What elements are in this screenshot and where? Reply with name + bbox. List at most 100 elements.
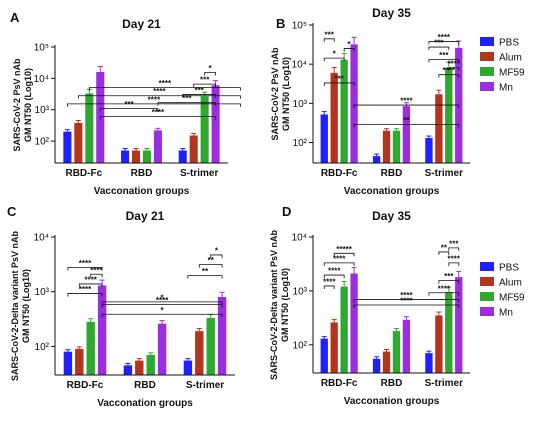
bar-mf59-rbd-fc — [85, 93, 94, 163]
y-axis-label: SARS-CoV-2 PsV nAb — [12, 58, 22, 152]
significance-label: *** — [200, 76, 210, 85]
significance-bracket — [67, 266, 103, 271]
y-tick-label: 10⁴ — [34, 233, 49, 244]
y-tick-label: 10³ — [293, 286, 308, 297]
significance-label: ***** — [336, 245, 352, 254]
bar-alum-s-trimer — [435, 94, 443, 163]
significance-bracket — [438, 280, 460, 284]
significance-label: * — [348, 40, 352, 49]
y-tick-label: 10⁴ — [292, 233, 307, 244]
bar-mn-rbd — [402, 319, 411, 373]
legend-label-pbs: PBS — [499, 38, 519, 49]
significance-bracket — [343, 48, 355, 52]
bar-alum-rbd — [131, 150, 141, 163]
y-axis-label: SARS-CoV-2 PsV nAb — [270, 47, 280, 141]
y-tick-label: 10³ — [35, 105, 50, 116]
significance-bracket — [101, 304, 223, 308]
significance-label: * — [209, 64, 213, 73]
bar-mf59-s-trimer — [445, 67, 453, 163]
legend-label-alum: Alum — [499, 53, 522, 64]
legend-label-pbs: PBS — [499, 263, 519, 274]
significance-label: ** — [403, 116, 410, 125]
significance-bracket — [333, 252, 355, 257]
significance-label: **** — [153, 87, 166, 96]
panel-letter: C — [7, 204, 17, 219]
significance-label: *** — [325, 30, 335, 39]
x-axis-label: Vacconation groups — [94, 186, 190, 197]
bar-mn-rbd-fc — [350, 44, 358, 163]
significance-label: **** — [400, 97, 413, 106]
significance-bracket — [353, 299, 460, 303]
bar-mf59-s-trimer — [200, 96, 209, 163]
y-axis-label: GM NT50 (Log10) — [21, 269, 31, 343]
x-tick-label: RBD — [381, 168, 403, 179]
significance-label: **** — [79, 285, 92, 294]
significance-bracket — [90, 273, 103, 278]
x-tick-label: S-trimer — [180, 168, 218, 179]
legend-label-mf59: MF59 — [499, 68, 525, 79]
y-tick-label: 10² — [35, 342, 50, 353]
bar-mn-s-trimer — [217, 297, 227, 375]
legend-label-mn: Mn — [499, 308, 513, 319]
significance-label: *** — [449, 239, 459, 248]
significance-bracket — [428, 59, 460, 63]
bar-mf59-s-trimer — [206, 318, 215, 375]
significance-bracket — [204, 72, 217, 76]
significance-label: **** — [448, 254, 461, 263]
legend-swatch-mn — [480, 82, 494, 91]
x-tick-label: RBD-Fc — [321, 378, 358, 389]
significance-bracket — [323, 82, 355, 86]
significance-label: **** — [148, 95, 161, 104]
significance-bracket — [353, 304, 460, 308]
x-axis-label: Vacconation groups — [344, 186, 440, 197]
significance-bracket — [438, 74, 460, 78]
y-tick-label: 10⁵ — [34, 43, 49, 54]
y-axis-label: SARS-CoV-2-Delta variant PsV nAb — [10, 230, 20, 381]
x-axis-label: Vacconation groups — [97, 398, 193, 409]
x-tick-label: S-trimer — [425, 168, 463, 179]
significance-label: * — [333, 50, 337, 59]
y-tick-label: 10³ — [293, 99, 308, 110]
significance-bracket — [448, 67, 460, 71]
significance-label: **** — [448, 59, 461, 68]
bar-pbs-rbd-fc — [320, 338, 328, 373]
significance-bracket — [99, 108, 159, 112]
y-axis-label: GM NT50 (Log10) — [280, 268, 290, 342]
significance-label: **** — [159, 79, 172, 88]
bar-mn-rbd — [157, 323, 167, 375]
significance-bracket — [187, 275, 223, 279]
y-tick-label: 10⁴ — [292, 60, 307, 71]
bar-mf59-rbd — [392, 130, 401, 163]
bar-pbs-s-trimer — [425, 353, 433, 373]
significance-label: **** — [443, 66, 456, 75]
significance-bracket — [66, 103, 241, 107]
significance-label: **** — [333, 254, 346, 263]
bar-pbs-rbd — [372, 358, 381, 373]
legend-label-alum: Alum — [499, 278, 522, 289]
significance-bracket — [323, 285, 335, 289]
significance-label: * — [161, 306, 165, 315]
legend-swatch-alum — [480, 277, 494, 286]
significance-label: **** — [400, 291, 413, 300]
significance-bracket — [448, 262, 460, 266]
chart-title: Day 35 — [372, 6, 411, 20]
significance-bracket — [67, 293, 103, 297]
bar-pbs-rbd-fc — [63, 131, 72, 163]
significance-bracket — [323, 38, 335, 42]
significance-bracket — [88, 87, 241, 91]
significance-label: **** — [328, 267, 341, 276]
legend-swatch-mf59 — [480, 292, 494, 301]
x-tick-label: S-trimer — [186, 380, 224, 391]
x-tick-label: RBD — [134, 380, 156, 391]
bar-mf59-rbd-fc — [340, 59, 348, 163]
x-axis-label: Vacconation groups — [344, 396, 440, 407]
x-tick-label: RBD-Fc — [67, 380, 104, 391]
significance-label: **** — [438, 33, 451, 42]
legend-swatch-mn — [480, 307, 494, 316]
bar-alum-rbd-fc — [330, 72, 338, 163]
significance-bracket — [353, 104, 460, 109]
significance-label: *** — [194, 86, 204, 95]
y-tick-label: 10² — [293, 138, 308, 149]
significance-label: *** — [124, 100, 134, 109]
